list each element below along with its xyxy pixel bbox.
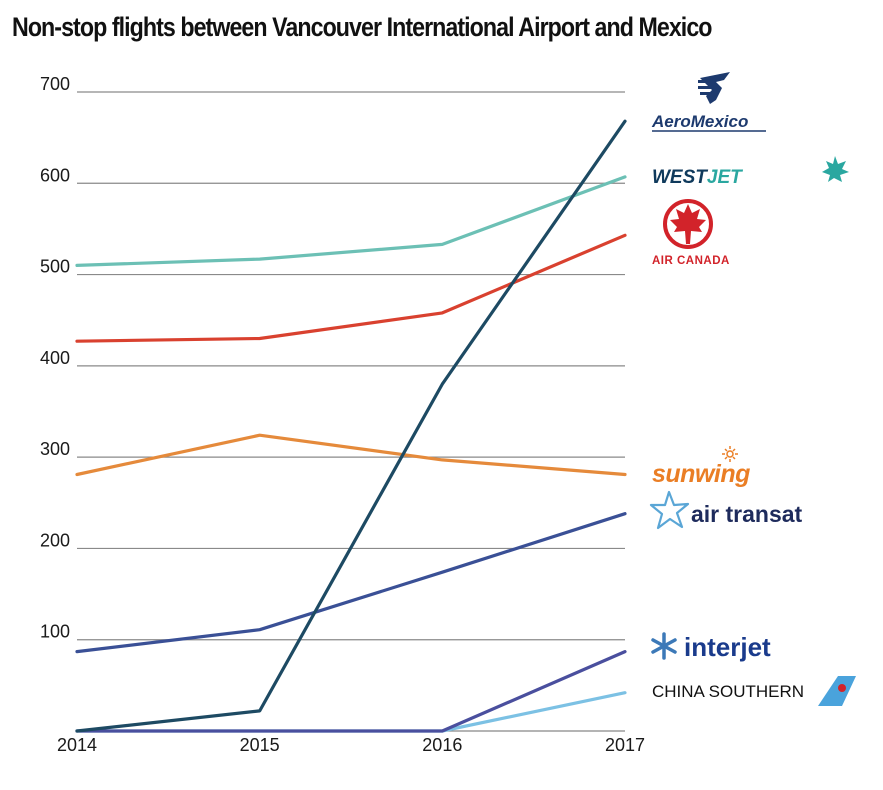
- series-lines: [75, 119, 627, 733]
- chart-title: Non-stop flights between Vancouver Inter…: [12, 12, 712, 42]
- y-tick-label: 300: [40, 439, 70, 459]
- aeromexico-eagle-icon: [698, 72, 730, 104]
- legend-label-airtransat: air transat: [691, 501, 803, 527]
- legend-aircanada: AIR CANADA: [652, 199, 730, 267]
- y-tick-label: 700: [40, 74, 70, 94]
- legend-label-aircanada: AIR CANADA: [652, 255, 730, 267]
- series-line-air-canada: [75, 233, 627, 343]
- series-line-china-southern: [75, 691, 627, 733]
- legend-label-westjet-west: WEST: [652, 167, 708, 188]
- y-tick-label: 100: [40, 622, 70, 642]
- x-tick-label: 2014: [57, 735, 97, 755]
- chinasouthern-flower-icon: [838, 684, 846, 692]
- series-line-sunwing: [75, 433, 627, 477]
- x-tick-label: 2015: [240, 735, 280, 755]
- legend-interjet: interjet: [651, 632, 771, 662]
- sunwing-sun-icon: [722, 446, 738, 462]
- legend-westjet: WESTJET: [652, 156, 849, 188]
- y-tick-label: 600: [40, 165, 70, 185]
- legend-label-chinasouthern: CHINA SOUTHERN: [652, 682, 804, 701]
- legend-aeromexico: AeroMexico: [651, 72, 766, 132]
- series-line-aeromexico: [75, 119, 627, 733]
- x-tick-label: 2016: [422, 735, 462, 755]
- series-line-interjet: [75, 649, 627, 733]
- legend-chinasouthern: CHINA SOUTHERN: [652, 676, 856, 706]
- grid-lines: [77, 91, 625, 732]
- x-tick-label: 2017: [605, 735, 645, 755]
- y-axis-ticks: 100 200 300 400 500 600 700: [40, 74, 70, 642]
- svg-text:WESTJET: WESTJET: [652, 167, 743, 188]
- y-tick-label: 500: [40, 257, 70, 277]
- legend-label-westjet-jet: JET: [707, 167, 743, 188]
- y-tick-label: 400: [40, 348, 70, 368]
- legend-label-sunwing: sunwing: [652, 460, 750, 488]
- aircanada-roundel-icon: [663, 199, 713, 249]
- aircanada-maple-leaf-icon: [670, 204, 706, 244]
- legend-logos: AeroMexico WESTJET AIR CANADA: [649, 72, 856, 706]
- interjet-asterisk-icon: [651, 632, 677, 660]
- legend-label-aeromexico: AeroMexico: [651, 112, 748, 131]
- series-line-air-transat: [75, 512, 627, 654]
- y-tick-label: 200: [40, 530, 70, 550]
- chinasouthern-tail-icon: [818, 676, 856, 706]
- series-line-westjet: [75, 175, 627, 267]
- airtransat-star-icon: [649, 490, 690, 530]
- legend-label-interjet: interjet: [684, 632, 771, 662]
- legend-airtransat: air transat: [649, 490, 803, 530]
- westjet-maple-leaf-icon: [822, 156, 849, 182]
- x-axis-ticks: 2014 2015 2016 2017: [57, 735, 645, 755]
- legend-sunwing: sunwing: [652, 446, 751, 488]
